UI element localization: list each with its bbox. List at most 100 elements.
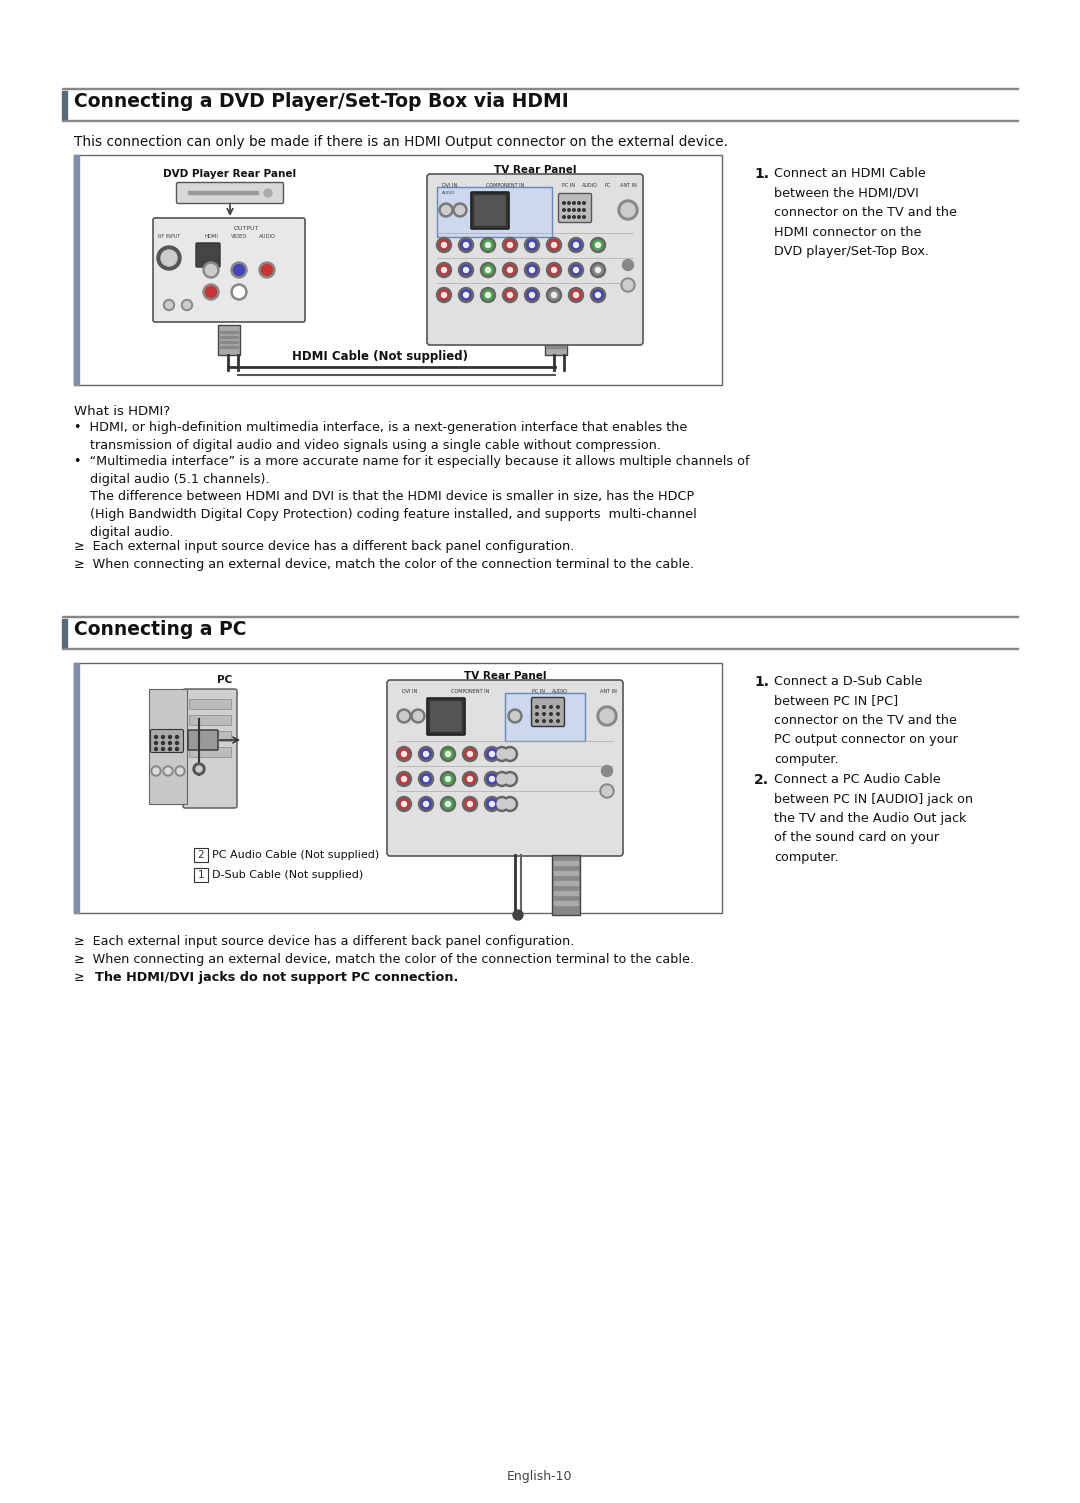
Circle shape [529,242,535,248]
Bar [62,619,67,646]
Circle shape [550,706,552,708]
Circle shape [497,774,507,785]
Circle shape [543,720,545,723]
Circle shape [497,800,507,809]
Circle shape [513,909,523,920]
Circle shape [465,800,475,809]
Text: PC: PC [605,183,611,188]
Circle shape [600,709,615,723]
Bar [189,730,231,741]
Circle shape [419,797,433,812]
Circle shape [419,771,433,786]
Circle shape [233,265,244,275]
Circle shape [568,201,570,204]
Circle shape [572,216,576,218]
Circle shape [465,774,475,785]
Bar [554,900,578,905]
Circle shape [205,287,216,298]
Circle shape [527,290,537,301]
Bar [437,186,552,237]
Bar [546,346,565,349]
Circle shape [591,237,606,253]
Circle shape [399,800,409,809]
Circle shape [154,747,158,750]
Circle shape [154,741,158,744]
Circle shape [181,299,192,311]
FancyBboxPatch shape [471,192,509,228]
Circle shape [421,774,431,785]
Circle shape [487,748,497,759]
Circle shape [463,293,469,298]
Circle shape [529,268,535,272]
Circle shape [552,242,556,248]
Circle shape [508,709,522,723]
Circle shape [436,237,451,253]
Bar [554,861,578,866]
Circle shape [502,797,517,812]
Circle shape [489,752,495,756]
Circle shape [195,767,202,773]
Text: PC IN: PC IN [531,688,544,694]
Circle shape [399,748,409,759]
Circle shape [556,720,559,723]
Circle shape [621,278,635,292]
Circle shape [157,246,181,271]
Circle shape [205,265,216,275]
Circle shape [461,240,471,249]
Text: •  HDMI, or high-definition multimedia interface, is a next-generation interface: • HDMI, or high-definition multimedia in… [75,421,687,452]
Circle shape [459,237,473,253]
Text: TV Rear Panel: TV Rear Panel [463,670,546,681]
Circle shape [175,735,178,738]
Circle shape [578,209,580,212]
Circle shape [402,752,406,756]
Circle shape [505,265,515,275]
Circle shape [438,290,449,301]
Circle shape [446,801,450,807]
Circle shape [163,299,175,311]
Circle shape [502,771,517,786]
Circle shape [175,741,178,744]
Circle shape [568,263,583,278]
Circle shape [591,263,606,278]
Circle shape [168,747,172,750]
Circle shape [411,709,426,723]
Circle shape [453,203,467,216]
Circle shape [396,771,411,786]
Text: TV Rear Panel: TV Rear Panel [494,165,577,174]
Circle shape [595,242,600,248]
Circle shape [231,284,247,301]
Circle shape [546,237,562,253]
Circle shape [177,768,183,774]
Text: •  “Multimedia interface” is a more accurate name for it especially because it a: • “Multimedia interface” is a more accur… [75,455,750,485]
FancyBboxPatch shape [218,325,240,355]
Bar [75,155,723,385]
Circle shape [168,741,172,744]
Circle shape [441,797,456,812]
Circle shape [505,240,515,249]
Text: AUDIO: AUDIO [552,688,568,694]
Circle shape [497,748,507,759]
Circle shape [489,777,495,782]
Circle shape [622,260,634,271]
Text: HDMI: HDMI [204,234,218,239]
Circle shape [543,706,545,708]
Circle shape [525,263,540,278]
Circle shape [536,706,538,708]
Circle shape [563,216,565,218]
Bar [75,663,79,912]
Bar [189,715,231,724]
Circle shape [593,265,603,275]
Text: AUDIO: AUDIO [582,183,598,188]
Circle shape [161,249,177,266]
Text: ≥: ≥ [75,971,93,984]
Circle shape [572,209,576,212]
Circle shape [505,774,515,785]
Bar [220,337,238,338]
Text: 1: 1 [198,870,204,879]
FancyBboxPatch shape [531,697,565,726]
Circle shape [402,801,406,807]
Text: ≥  Each external input source device has a different back panel configuration.: ≥ Each external input source device has … [75,540,575,553]
Circle shape [423,752,429,756]
Circle shape [485,771,499,786]
Circle shape [419,747,433,762]
